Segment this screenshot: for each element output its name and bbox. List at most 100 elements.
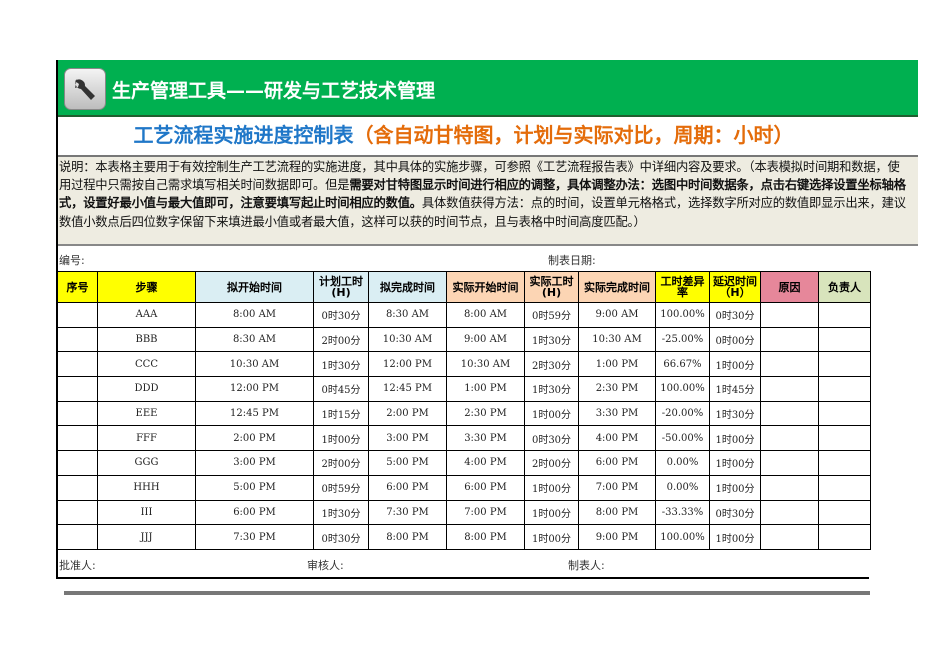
cell-plan-hours[interactable]: 1时00分 [313,425,369,452]
cell-actual-end[interactable]: 9:00 AM [578,302,656,328]
cell-actual-hours[interactable]: 1时30分 [524,376,579,402]
cell-plan-hours[interactable]: 2时00分 [313,326,369,353]
cell-actual-end[interactable]: 1:00 PM [578,351,656,378]
cell-actual-end[interactable]: 10:30 AM [578,326,656,353]
cell-actual-hours[interactable]: 1时00分 [524,400,579,427]
cell-reason[interactable] [760,376,819,402]
cell-plan-start[interactable]: 10:30 AM [195,351,314,378]
cell-owner[interactable] [818,326,871,353]
cell-plan-end[interactable]: 12:00 PM [368,351,447,378]
cell-variance-rate[interactable]: -25.00% [655,326,710,353]
cell-actual-end[interactable]: 6:00 PM [578,450,656,476]
cell-delay[interactable]: 0时30分 [709,499,761,526]
cell-step[interactable]: BBB [97,326,196,353]
cell-reason[interactable] [760,524,819,550]
cell-seq[interactable] [57,524,98,550]
cell-seq[interactable] [57,376,98,402]
cell-variance-rate[interactable]: 100.00% [655,524,710,550]
cell-plan-start[interactable]: 6:00 PM [195,499,314,526]
cell-plan-hours[interactable]: 0时30分 [313,524,369,550]
cell-step[interactable]: III [97,499,196,526]
cell-actual-end[interactable]: 8:00 PM [578,499,656,526]
cell-plan-hours[interactable]: 1时15分 [313,400,369,427]
cell-delay[interactable]: 1时00分 [709,450,761,476]
cell-reason[interactable] [760,400,819,427]
cell-actual-end[interactable]: 3:30 PM [578,400,656,427]
cell-actual-start[interactable]: 8:00 AM [446,302,525,328]
cell-plan-end[interactable]: 7:30 PM [368,499,447,526]
cell-seq[interactable] [57,302,98,328]
cell-reason[interactable] [760,474,819,501]
cell-variance-rate[interactable]: 66.67% [655,351,710,378]
cell-owner[interactable] [818,499,871,526]
cell-plan-start[interactable]: 12:45 PM [195,400,314,427]
cell-actual-hours[interactable]: 2时00分 [524,450,579,476]
cell-actual-start[interactable]: 7:00 PM [446,499,525,526]
cell-step[interactable]: HHH [97,474,196,501]
cell-owner[interactable] [818,425,871,452]
cell-seq[interactable] [57,450,98,476]
cell-plan-hours[interactable]: 1时30分 [313,499,369,526]
cell-owner[interactable] [818,351,871,378]
cell-plan-end[interactable]: 10:30 AM [368,326,447,353]
cell-reason[interactable] [760,499,819,526]
cell-plan-start[interactable]: 2:00 PM [195,425,314,452]
cell-actual-end[interactable]: 9:00 PM [578,524,656,550]
cell-plan-end[interactable]: 5:00 PM [368,450,447,476]
cell-actual-hours[interactable]: 1时30分 [524,326,579,353]
cell-plan-start[interactable]: 12:00 PM [195,376,314,402]
cell-reason[interactable] [760,425,819,452]
cell-actual-end[interactable]: 7:00 PM [578,474,656,501]
cell-step[interactable]: JJJ [97,524,196,550]
cell-reason[interactable] [760,326,819,353]
cell-actual-hours[interactable]: 1时00分 [524,499,579,526]
cell-actual-start[interactable]: 3:30 PM [446,425,525,452]
cell-delay[interactable]: 1时00分 [709,524,761,550]
cell-plan-start[interactable]: 7:30 PM [195,524,314,550]
cell-delay[interactable]: 1时45分 [709,376,761,402]
cell-variance-rate[interactable]: 100.00% [655,302,710,328]
cell-variance-rate[interactable]: -20.00% [655,400,710,427]
cell-plan-hours[interactable]: 0时45分 [313,376,369,402]
cell-actual-hours[interactable]: 1时00分 [524,524,579,550]
cell-plan-hours[interactable]: 0时30分 [313,302,369,328]
cell-plan-end[interactable]: 8:30 AM [368,302,447,328]
cell-step[interactable]: AAA [97,302,196,328]
cell-actual-hours[interactable]: 2时30分 [524,351,579,378]
cell-actual-start[interactable]: 9:00 AM [446,326,525,353]
cell-seq[interactable] [57,425,98,452]
cell-plan-hours[interactable]: 0时59分 [313,474,369,501]
cell-plan-end[interactable]: 8:00 PM [368,524,447,550]
cell-variance-rate[interactable]: 100.00% [655,376,710,402]
cell-actual-start[interactable]: 4:00 PM [446,450,525,476]
cell-variance-rate[interactable]: -50.00% [655,425,710,452]
cell-owner[interactable] [818,400,871,427]
cell-actual-hours[interactable]: 1时00分 [524,474,579,501]
cell-owner[interactable] [818,302,871,328]
cell-variance-rate[interactable]: 0.00% [655,474,710,501]
cell-delay[interactable]: 1时00分 [709,351,761,378]
cell-actual-hours[interactable]: 0时59分 [524,302,579,328]
cell-step[interactable]: FFF [97,425,196,452]
cell-actual-hours[interactable]: 0时30分 [524,425,579,452]
cell-delay[interactable]: 1时00分 [709,474,761,501]
cell-owner[interactable] [818,524,871,550]
cell-plan-end[interactable]: 6:00 PM [368,474,447,501]
cell-plan-end[interactable]: 12:45 PM [368,376,447,402]
cell-variance-rate[interactable]: 0.00% [655,450,710,476]
cell-actual-end[interactable]: 2:30 PM [578,376,656,402]
cell-owner[interactable] [818,376,871,402]
cell-plan-start[interactable]: 8:30 AM [195,326,314,353]
cell-seq[interactable] [57,326,98,353]
cell-delay[interactable]: 1时30分 [709,400,761,427]
cell-reason[interactable] [760,302,819,328]
cell-step[interactable]: GGG [97,450,196,476]
cell-plan-hours[interactable]: 1时30分 [313,351,369,378]
cell-owner[interactable] [818,474,871,501]
cell-actual-start[interactable]: 1:00 PM [446,376,525,402]
cell-plan-start[interactable]: 3:00 PM [195,450,314,476]
cell-plan-hours[interactable]: 2时00分 [313,450,369,476]
cell-seq[interactable] [57,474,98,501]
cell-step[interactable]: DDD [97,376,196,402]
cell-seq[interactable] [57,351,98,378]
